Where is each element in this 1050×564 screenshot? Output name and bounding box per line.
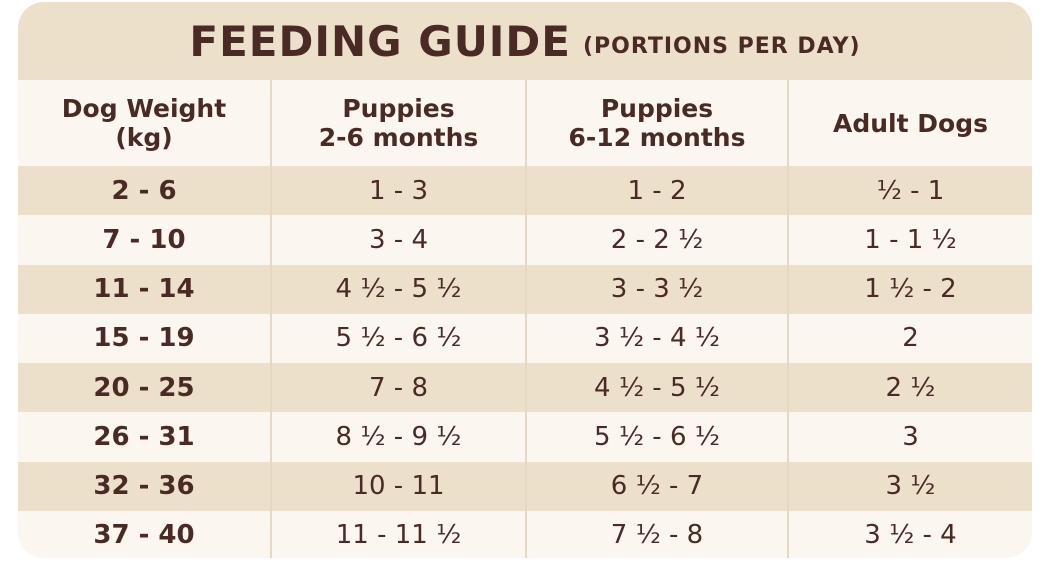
header-line: 2-6 months xyxy=(318,123,479,152)
puppies-2-6-cell: 5 ½ - 6 ½ xyxy=(270,313,526,363)
page-subtitle: (PORTIONS PER DAY) xyxy=(583,33,861,59)
header-line: Adult Dogs xyxy=(833,108,988,138)
header-line: 6-12 months xyxy=(568,123,746,152)
header-dog-weight: Dog Weight (kg) xyxy=(18,80,271,166)
puppies-6-12-cell: 5 ½ - 6 ½ xyxy=(525,412,788,462)
feeding-guide-card: FEEDING GUIDE (PORTIONS PER DAY) Dog Wei… xyxy=(18,2,1032,558)
header-adult-dogs: Adult Dogs xyxy=(787,80,1032,166)
weight-cell: 15 - 19 xyxy=(18,313,271,363)
puppies-2-6-cell: 10 - 11 xyxy=(270,461,526,511)
header-line: Dog Weight xyxy=(61,94,227,123)
puppies-6-12-cell: 3 - 3 ½ xyxy=(525,264,788,314)
puppies-6-12-cell: 2 - 2 ½ xyxy=(525,215,788,265)
weight-cell: 20 - 25 xyxy=(18,363,271,413)
adult-cell: 3 xyxy=(787,412,1032,462)
puppies-2-6-cell: 3 - 4 xyxy=(270,215,526,265)
adult-cell: 3 ½ - 4 xyxy=(787,510,1032,558)
feeding-table: Dog Weight (kg) Puppies 2-6 months Puppi… xyxy=(18,80,1032,558)
puppies-6-12-cell: 6 ½ - 7 xyxy=(525,461,788,511)
table-row: 26 - 31 8 ½ - 9 ½ 5 ½ - 6 ½ 3 xyxy=(18,412,1032,462)
adult-cell: 2 ½ xyxy=(787,363,1032,413)
puppies-6-12-cell: 3 ½ - 4 ½ xyxy=(525,313,788,363)
weight-cell: 37 - 40 xyxy=(18,510,271,558)
weight-cell: 11 - 14 xyxy=(18,264,271,314)
weight-cell: 2 - 6 xyxy=(18,166,271,216)
weight-cell: 7 - 10 xyxy=(18,215,271,265)
adult-cell: 2 xyxy=(787,313,1032,363)
puppies-6-12-cell: 1 - 2 xyxy=(525,166,788,216)
adult-cell: 3 ½ xyxy=(787,461,1032,511)
weight-cell: 32 - 36 xyxy=(18,461,271,511)
weight-cell: 26 - 31 xyxy=(18,412,271,462)
puppies-6-12-cell: 4 ½ - 5 ½ xyxy=(525,363,788,413)
table-row: 20 - 25 7 - 8 4 ½ - 5 ½ 2 ½ xyxy=(18,363,1032,413)
title-bar: FEEDING GUIDE (PORTIONS PER DAY) xyxy=(18,2,1032,80)
puppies-2-6-cell: 8 ½ - 9 ½ xyxy=(270,412,526,462)
puppies-2-6-cell: 7 - 8 xyxy=(270,363,526,413)
table-row: 11 - 14 4 ½ - 5 ½ 3 - 3 ½ 1 ½ - 2 xyxy=(18,264,1032,314)
adult-cell: 1 - 1 ½ xyxy=(787,215,1032,265)
header-line: (kg) xyxy=(115,123,173,152)
table-row: 15 - 19 5 ½ - 6 ½ 3 ½ - 4 ½ 2 xyxy=(18,313,1032,363)
header-puppies-6-12: Puppies 6-12 months xyxy=(525,80,788,166)
header-puppies-2-6: Puppies 2-6 months xyxy=(270,80,526,166)
table-row: 32 - 36 10 - 11 6 ½ - 7 3 ½ xyxy=(18,461,1032,511)
header-line: Puppies xyxy=(342,94,455,123)
puppies-2-6-cell: 11 - 11 ½ xyxy=(270,510,526,558)
table-row: 7 - 10 3 - 4 2 - 2 ½ 1 - 1 ½ xyxy=(18,215,1032,265)
table-row: 37 - 40 11 - 11 ½ 7 ½ - 8 3 ½ - 4 xyxy=(18,510,1032,558)
adult-cell: 1 ½ - 2 xyxy=(787,264,1032,314)
table-row: 2 - 6 1 - 3 1 - 2 ½ - 1 xyxy=(18,166,1032,216)
header-row: Dog Weight (kg) Puppies 2-6 months Puppi… xyxy=(18,80,1032,166)
page-title: FEEDING GUIDE xyxy=(189,16,571,66)
adult-cell: ½ - 1 xyxy=(787,166,1032,216)
puppies-6-12-cell: 7 ½ - 8 xyxy=(525,510,788,558)
puppies-2-6-cell: 4 ½ - 5 ½ xyxy=(270,264,526,314)
puppies-2-6-cell: 1 - 3 xyxy=(270,166,526,216)
header-line: Puppies xyxy=(600,94,714,123)
